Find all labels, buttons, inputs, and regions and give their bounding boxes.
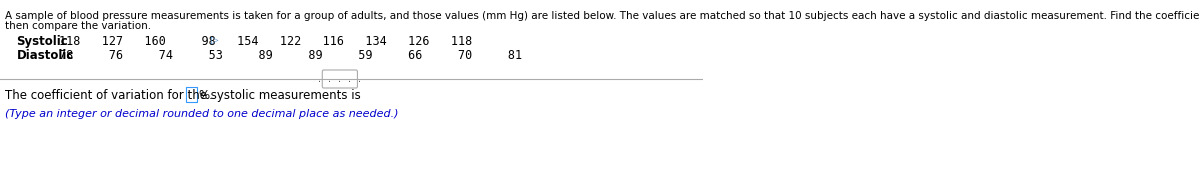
Text: A sample of blood pressure measurements is taken for a group of adults, and thos: A sample of blood pressure measurements … [5, 11, 1200, 21]
Text: 78     76     74     53     89     89     59     66     70     81: 78 76 74 53 89 89 59 66 70 81 [59, 49, 522, 62]
Text: then compare the variation.: then compare the variation. [5, 21, 151, 31]
Text: %.: %. [198, 89, 212, 102]
Text: Systolic: Systolic [17, 35, 68, 48]
Text: (Type an integer or decimal rounded to one decimal place as needed.): (Type an integer or decimal rounded to o… [5, 109, 398, 119]
Text: ▷: ▷ [211, 35, 218, 45]
Text: . . . . .: . . . . . [317, 75, 362, 83]
FancyBboxPatch shape [323, 70, 358, 88]
FancyBboxPatch shape [186, 87, 198, 102]
Text: 118   127   160     98   154   122   116   134   126   118: 118 127 160 98 154 122 116 134 126 118 [59, 35, 472, 48]
Text: Diastolic: Diastolic [17, 49, 73, 62]
Text: The coefficient of variation for the systolic measurements is: The coefficient of variation for the sys… [5, 89, 360, 102]
